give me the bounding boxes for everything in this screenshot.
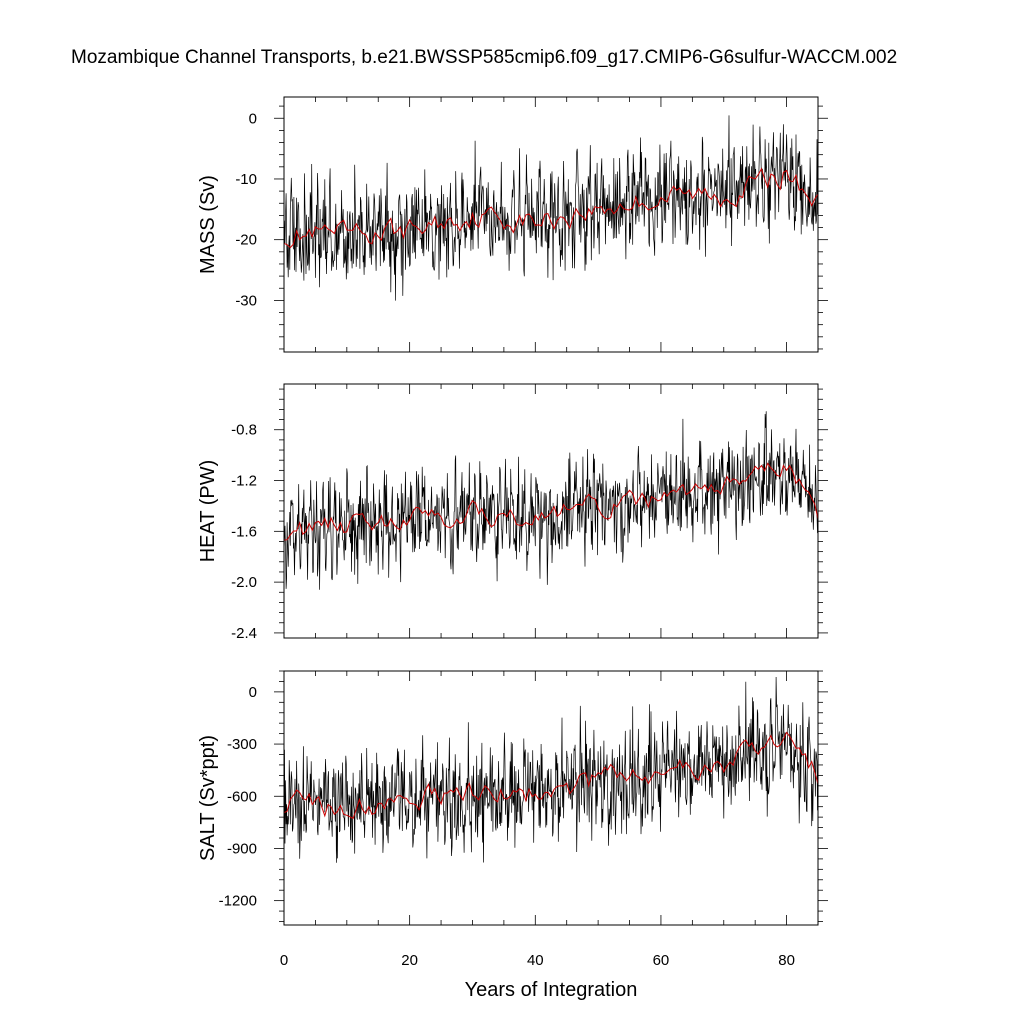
- heat-raw-series-line: [284, 411, 818, 590]
- x-tick-label: 40: [527, 952, 544, 969]
- mass-plot-frame: [283, 96, 819, 353]
- mass-raw-series-line: [284, 115, 818, 301]
- heat-y-tick-label: -2.0: [231, 574, 257, 591]
- x-axis-label: Years of Integration: [465, 979, 638, 1001]
- salt-panel: 0 -300 -600 -900 -1200 SALT (Sv*ppt) 0 20 40 60 80…: [197, 670, 828, 1001]
- x-tick-label: 0: [280, 952, 288, 969]
- mass-y-tick-label: 0: [249, 110, 257, 127]
- salt-plot-frame: [283, 670, 819, 926]
- heat-y-tick-label: -2.4: [231, 625, 257, 642]
- x-tick-label: 60: [653, 952, 670, 969]
- salt-y-axis-label: SALT (Sv*ppt): [197, 735, 219, 861]
- salt-y-tick-label: 0: [249, 684, 257, 701]
- heat-y-tick-label: -1.6: [231, 523, 257, 540]
- chart-title: Mozambique Channel Transports, b.e21.BWS…: [71, 47, 898, 68]
- x-tick-label: 20: [401, 952, 418, 969]
- heat-y-axis-label: HEAT (PW): [197, 460, 219, 563]
- mass-y-tick-label: -20: [235, 232, 257, 249]
- heat-panel: -0.8 -1.2 -1.6 -2.0 -2.4 HEAT (PW): [197, 383, 828, 642]
- heat-smoothed-series-line: [284, 462, 818, 541]
- mass-y-axis-label: MASS (Sv): [197, 175, 219, 274]
- mass-y-tick-label: -30: [235, 292, 257, 309]
- heat-y-tick-label: -0.8: [231, 422, 257, 439]
- mass-smoothed-series-line: [284, 167, 818, 249]
- salt-raw-series-line: [284, 676, 818, 863]
- salt-smoothed-series-line: [284, 731, 818, 820]
- salt-y-tick-label: -1200: [219, 893, 257, 910]
- mass-y-tick-label: -10: [235, 171, 257, 188]
- salt-y-tick-label: -300: [227, 736, 257, 753]
- heat-y-tick-label: -1.2: [231, 473, 257, 490]
- salt-y-tick-label: -900: [227, 840, 257, 857]
- x-tick-label: 80: [778, 952, 795, 969]
- salt-y-tick-label: -600: [227, 788, 257, 805]
- mass-panel: 0 -10 -20 -30 MASS (Sv): [197, 96, 828, 353]
